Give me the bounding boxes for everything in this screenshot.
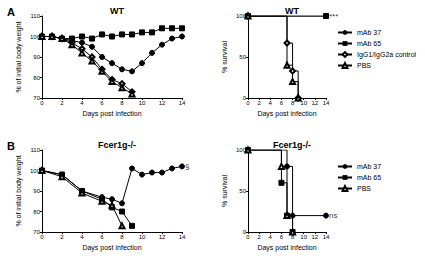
svg-text:12: 12 (159, 234, 166, 240)
svg-text:0: 0 (246, 100, 250, 106)
svg-text:% of initial body weight: % of initial body weight (15, 21, 23, 92)
svg-text:mAb 37: mAb 37 (357, 29, 381, 36)
svg-text:8: 8 (120, 234, 124, 240)
svg-text:6: 6 (100, 100, 104, 106)
svg-text:ns: ns (329, 211, 337, 220)
svg-text:14: 14 (323, 100, 330, 106)
svg-text:0: 0 (40, 100, 44, 106)
svg-text:4: 4 (80, 234, 84, 240)
svg-text:% of initial body weight: % of initial body weight (15, 155, 23, 226)
svg-text:% survival: % survival (221, 41, 228, 73)
svg-text:12: 12 (312, 234, 319, 240)
svg-text:80: 80 (33, 209, 40, 215)
svg-text:PBS: PBS (357, 185, 371, 192)
svg-text:90: 90 (33, 54, 40, 60)
svg-text:8: 8 (291, 100, 295, 106)
svg-text:4: 4 (80, 100, 84, 106)
svg-text:100: 100 (30, 33, 40, 40)
svg-text:4: 4 (269, 100, 273, 106)
svg-text:110: 110 (30, 147, 40, 153)
svg-text:IgG1/IgG2a control: IgG1/IgG2a control (357, 51, 417, 59)
svg-text:8: 8 (120, 100, 124, 106)
svg-text:6: 6 (100, 234, 104, 240)
svg-text:10: 10 (139, 234, 146, 240)
svg-text:2: 2 (60, 100, 64, 106)
svg-text:12: 12 (159, 100, 166, 106)
svg-text:WT: WT (110, 6, 124, 16)
svg-text:PBS: PBS (357, 62, 371, 69)
svg-text:% survival: % survival (221, 175, 228, 207)
svg-text:6: 6 (280, 100, 284, 106)
svg-text:70: 70 (33, 229, 40, 235)
svg-text:12: 12 (312, 100, 319, 106)
svg-text:2: 2 (60, 234, 64, 240)
svg-text:mAb 37: mAb 37 (357, 163, 381, 170)
svg-text:mAb 65: mAb 65 (357, 40, 381, 47)
svg-text:50: 50 (239, 54, 246, 60)
svg-text:Days post infection: Days post infection (257, 110, 316, 118)
svg-text:14: 14 (323, 234, 330, 240)
svg-text:Days post infection: Days post infection (257, 244, 316, 252)
svg-text:A: A (7, 6, 15, 18)
svg-text:Fcer1g-/-: Fcer1g-/- (98, 140, 136, 150)
svg-text:14: 14 (179, 100, 186, 106)
svg-text:90: 90 (33, 188, 40, 194)
svg-text:100: 100 (30, 167, 40, 174)
svg-text:80: 80 (33, 75, 40, 81)
svg-text:mAb 65: mAb 65 (357, 174, 381, 181)
svg-text:100: 100 (236, 13, 246, 19)
svg-text:***: *** (329, 12, 338, 21)
svg-text:§: § (185, 162, 189, 171)
svg-text:0: 0 (242, 229, 246, 235)
svg-text:Days post infection: Days post infection (82, 110, 141, 118)
svg-text:14: 14 (179, 234, 186, 240)
svg-text:70: 70 (33, 95, 40, 101)
svg-text:WT: WT (285, 6, 299, 16)
svg-text:10: 10 (139, 100, 146, 106)
svg-text:110: 110 (30, 13, 40, 19)
svg-text:0: 0 (246, 234, 250, 240)
svg-text:8: 8 (290, 234, 295, 240)
svg-text:10: 10 (300, 234, 307, 240)
svg-text:B: B (7, 140, 15, 152)
svg-text:Fcer1g-/-: Fcer1g-/- (273, 140, 311, 150)
svg-text:Days post infection: Days post infection (82, 244, 141, 252)
svg-text:2: 2 (257, 234, 261, 240)
svg-text:6: 6 (280, 234, 284, 240)
svg-text:50: 50 (239, 188, 246, 194)
svg-text:0: 0 (242, 95, 246, 101)
svg-text:2: 2 (257, 100, 261, 106)
svg-text:4: 4 (269, 234, 273, 240)
svg-text:10: 10 (300, 100, 308, 106)
svg-text:100: 100 (236, 147, 246, 153)
svg-text:0: 0 (40, 234, 44, 240)
